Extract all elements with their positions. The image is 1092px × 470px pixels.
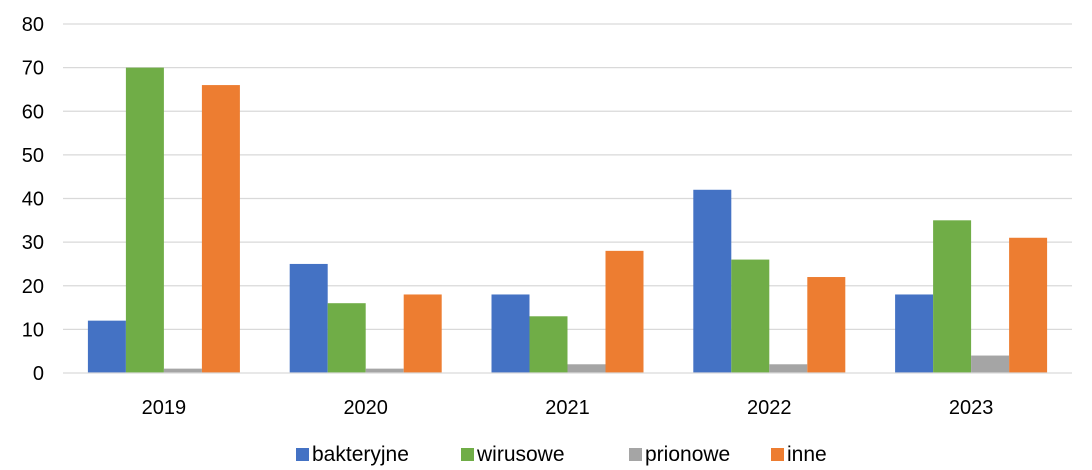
bar-prionowe-2021 (567, 364, 606, 373)
bar-prionowe-2019 (163, 368, 202, 373)
legend-swatch-inne (771, 448, 784, 461)
y-axis: 0 10 20 30 40 50 60 70 80 (22, 14, 44, 385)
bar-inne-2021 (605, 250, 644, 373)
bar-bakteryjne-2022 (693, 189, 732, 373)
y-tick-label: 0 (33, 363, 44, 385)
bar-wirusowe-2019 (125, 67, 164, 373)
bar-wirusowe-2022 (731, 259, 770, 373)
bar-bakteryjne-2023 (895, 294, 934, 373)
bar-wirusowe-2023 (933, 220, 972, 373)
bar-prionowe-2023 (971, 355, 1010, 373)
y-tick-label: 20 (22, 276, 44, 298)
y-tick-label: 10 (22, 319, 44, 341)
bars (87, 67, 1048, 373)
bar-inne-2019 (201, 85, 240, 373)
legend-swatch-bakteryjne (296, 448, 309, 461)
legend: bakteryjne wirusowe prionowe inne (296, 443, 827, 466)
legend-swatch-wirusowe (461, 448, 474, 461)
bar-inne-2020 (403, 294, 442, 373)
y-tick-label: 30 (22, 232, 44, 254)
legend-label: prionowe (645, 443, 730, 466)
y-tick-label: 40 (22, 189, 44, 211)
bar-inne-2022 (807, 277, 846, 373)
x-tick-label: 2020 (343, 397, 388, 419)
bar-bakteryjne-2019 (87, 320, 126, 373)
y-tick-label: 60 (22, 101, 44, 123)
bar-prionowe-2022 (769, 364, 808, 373)
legend-swatch-prionowe (629, 448, 642, 461)
x-tick-label: 2021 (545, 397, 590, 419)
x-axis: 2019 2020 2021 2022 2023 (142, 397, 994, 419)
legend-label: bakteryjne (312, 443, 409, 466)
y-tick-label: 70 (22, 58, 44, 80)
bar-bakteryjne-2021 (491, 294, 530, 373)
x-tick-label: 2022 (747, 397, 792, 419)
bar-wirusowe-2020 (327, 303, 366, 373)
y-tick-label: 50 (22, 145, 44, 167)
x-tick-label: 2019 (142, 397, 187, 419)
bar-inne-2023 (1009, 237, 1048, 373)
bar-prionowe-2020 (365, 368, 404, 373)
x-tick-label: 2023 (949, 397, 994, 419)
legend-label: inne (787, 443, 827, 466)
bar-wirusowe-2021 (529, 316, 568, 373)
legend-label: wirusowe (476, 443, 565, 466)
y-tick-label: 80 (22, 14, 44, 36)
bar-bakteryjne-2020 (289, 263, 328, 373)
